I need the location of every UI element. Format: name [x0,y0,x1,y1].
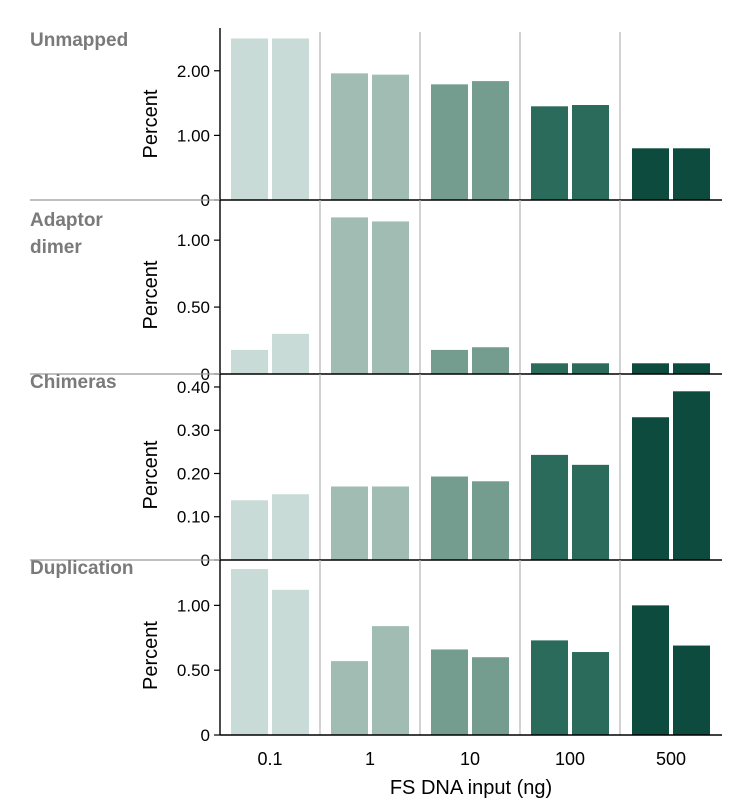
x-tick-label: 500 [656,749,686,769]
y-tick-label: 1.00 [177,126,210,145]
y-axis-label: Percent [140,440,162,509]
bar-adaptor-dimer-100-rep2 [572,363,609,374]
bar-duplication-0_1-rep2 [272,589,309,735]
y-tick-label: 1.00 [177,596,210,615]
bar-duplication-100-rep1 [531,640,568,735]
bar-chimeras-0_1-rep2 [272,494,309,560]
bar-chimeras-0_1-rep1 [231,500,268,560]
panel-title: Chimeras [30,372,117,393]
bar-duplication-10-rep2 [472,657,509,735]
bar-unmapped-100-rep1 [531,106,568,200]
bar-duplication-500-rep2 [673,645,710,735]
bar-unmapped-100-rep2 [572,105,609,200]
panel-title-line: dimer [30,237,82,258]
bar-adaptor-dimer-500-rep2 [673,363,710,374]
y-tick-label: 0.50 [177,298,210,317]
bar-adaptor-dimer-1-rep1 [331,217,368,374]
y-axis-label: Percent [140,621,162,690]
x-tick-label: 0.1 [257,749,282,769]
y-axis-label: Percent [140,260,162,329]
bar-adaptor-dimer-10-rep2 [472,347,509,374]
bar-chimeras-500-rep2 [673,391,710,560]
y-axis-label: Percent [140,89,162,158]
bar-duplication-100-rep2 [572,652,609,735]
x-tick-label: 10 [460,749,480,769]
y-tick-label: 0.10 [177,508,210,527]
bar-adaptor-dimer-0_1-rep1 [231,349,268,374]
bar-chimeras-1-rep2 [372,486,409,560]
bar-unmapped-10-rep1 [431,84,468,200]
x-tick-label: 100 [555,749,585,769]
bar-duplication-1-rep2 [372,626,409,735]
bar-unmapped-0_1-rep1 [231,38,268,200]
bar-chimeras-10-rep2 [472,481,509,560]
y-tick-label: 2.00 [177,62,210,81]
bar-unmapped-0_1-rep2 [272,38,309,200]
panel-title: Duplication [30,558,133,579]
y-tick-label: 0.30 [177,421,210,440]
bar-chimeras-100-rep2 [572,464,609,560]
bar-unmapped-1-rep2 [372,74,409,200]
bar-chimeras-1-rep1 [331,486,368,560]
bar-unmapped-1-rep1 [331,73,368,200]
y-tick-label: 1.00 [177,231,210,250]
bar-duplication-500-rep1 [632,605,669,735]
bar-unmapped-500-rep2 [673,148,710,200]
bar-chimeras-10-rep1 [431,476,468,560]
bar-adaptor-dimer-500-rep1 [632,363,669,374]
y-tick-label: 0.20 [177,464,210,483]
panel-title: Adaptor dimer [30,210,103,258]
bar-adaptor-dimer-10-rep1 [431,349,468,374]
bar-chimeras-100-rep1 [531,454,568,560]
bar-chimeras-500-rep1 [632,417,669,560]
bar-duplication-0_1-rep1 [231,569,268,735]
bar-duplication-1-rep1 [331,661,368,735]
bar-unmapped-500-rep1 [632,148,669,200]
panel-title-line: Adaptor [30,210,103,231]
bar-adaptor-dimer-1-rep2 [372,221,409,374]
bar-duplication-10-rep1 [431,649,468,735]
bar-unmapped-10-rep2 [472,81,509,200]
y-tick-label: 0.50 [177,661,210,680]
x-tick-label: 1 [365,749,375,769]
y-tick-label: 0 [201,726,210,745]
panel-title: Unmapped [30,30,128,51]
bar-adaptor-dimer-0_1-rep2 [272,333,309,374]
y-tick-label: 0.40 [177,378,210,397]
x-axis-label: FS DNA input (ng) [390,777,552,799]
bar-adaptor-dimer-100-rep1 [531,363,568,374]
